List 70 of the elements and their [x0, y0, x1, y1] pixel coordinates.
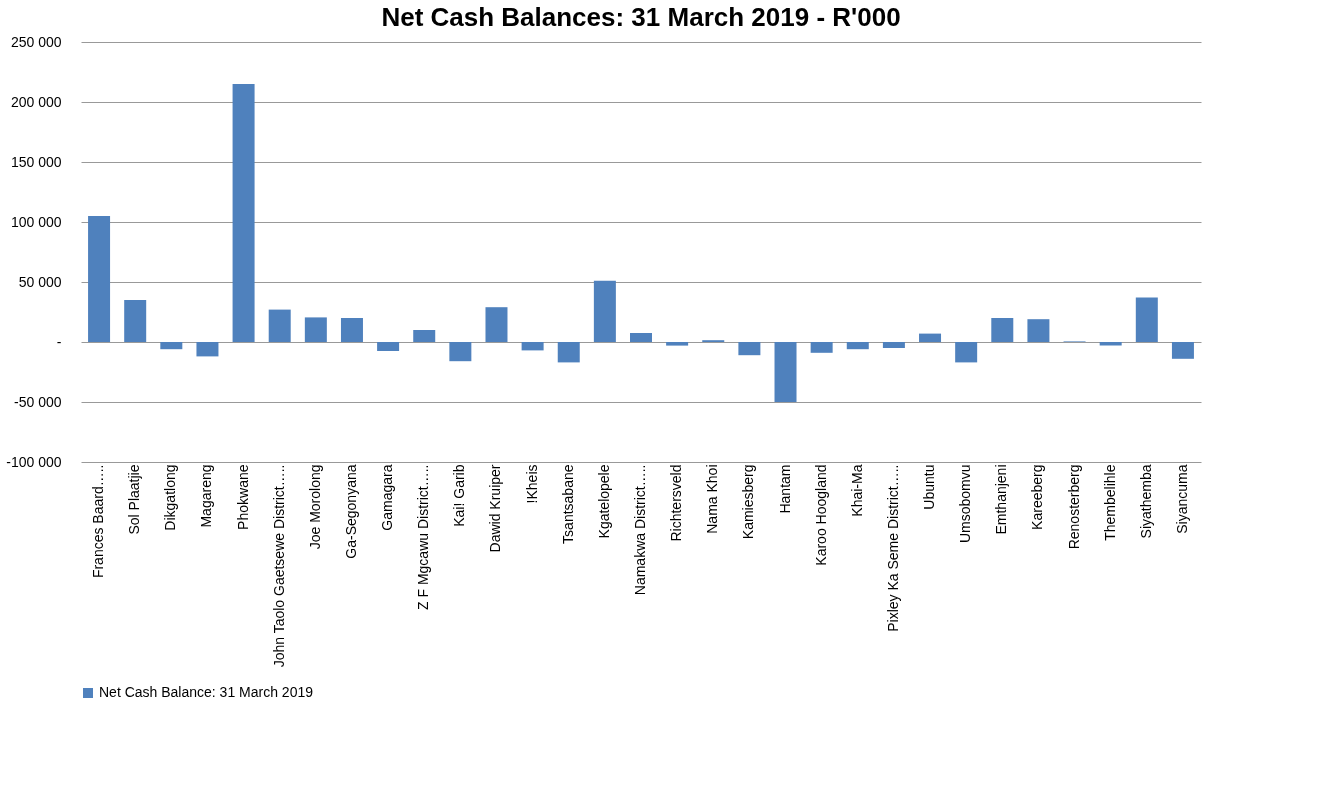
y-tick-label: 150 000 — [10, 153, 62, 170]
x-tick-label: !Kheis — [523, 464, 540, 504]
x-tick-label: Dawid Kruiper — [487, 464, 504, 553]
y-tick-label: 50 000 — [18, 273, 62, 290]
bar — [88, 216, 111, 342]
x-tick-label: Gamagara — [379, 464, 396, 531]
x-tick-label: Frances Baard….. — [90, 464, 107, 579]
bar — [449, 342, 472, 362]
y-tick-label: 100 000 — [10, 213, 62, 230]
x-tick-label: Khai-Ma — [848, 464, 865, 517]
x-tick-label: Dikgatlong — [162, 464, 179, 531]
x-tick-label: Joe Morolong — [306, 464, 323, 550]
bar — [124, 300, 147, 342]
bar — [340, 318, 363, 342]
bar — [666, 342, 689, 346]
x-tick-label: Phokwane — [234, 464, 251, 530]
y-tick-label: - — [56, 333, 62, 350]
bar — [882, 342, 905, 348]
bar — [846, 342, 869, 350]
x-tick-label: Umsobomvu — [957, 464, 974, 544]
x-tick-label: Tsantsabane — [559, 464, 576, 544]
x-tick-label: Karoo Hoogland — [812, 464, 829, 566]
x-tick-label: Richtersveld — [668, 464, 685, 542]
x-tick-label: Sol Plaatjie — [126, 464, 143, 535]
x-tick-label: Kai! Garib — [451, 464, 468, 527]
bar — [268, 309, 291, 342]
x-tick-label: Hantam — [776, 464, 793, 514]
bar — [557, 342, 580, 363]
bar — [810, 342, 833, 353]
bar — [1171, 342, 1194, 359]
x-tick-label: Emthanjeni — [993, 464, 1010, 535]
bar — [738, 342, 761, 356]
legend-label: Net Cash Balance: 31 March 2019 — [99, 684, 314, 700]
bar — [232, 84, 255, 342]
x-tick-label: Siyancuma — [1173, 464, 1190, 534]
y-tick-label: -100 000 — [6, 453, 62, 470]
x-tick-label: Kareeberg — [1029, 464, 1046, 530]
y-tick-label: -50 000 — [14, 393, 62, 410]
x-tick-label: Namakwa District….. — [632, 464, 648, 596]
x-tick-label: Pixley Ka Seme District….. — [884, 464, 901, 632]
x-tick-label: Ga-Segonyana — [342, 464, 359, 559]
bar — [485, 307, 508, 342]
x-tick-label: Ubuntu — [921, 464, 938, 510]
x-tick-label: Kamiesberg — [740, 464, 757, 540]
bar — [919, 333, 942, 342]
bar — [630, 333, 652, 342]
bar — [160, 342, 183, 350]
bar — [593, 280, 616, 342]
bar — [521, 342, 544, 351]
bar — [955, 342, 978, 363]
bar — [196, 342, 219, 357]
y-tick-label: 250 000 — [10, 33, 62, 50]
x-tick-label: Renosterberg — [1065, 464, 1082, 550]
x-tick-label: Siyathemba — [1137, 464, 1154, 539]
bar — [1027, 319, 1050, 342]
bar — [774, 342, 797, 402]
bar — [413, 330, 436, 342]
x-tick-label: John Taolo Gaetsewe District….. — [270, 464, 287, 668]
x-tick-label: Nama Khoi — [704, 464, 721, 534]
bar — [304, 317, 327, 342]
bar — [1099, 342, 1122, 346]
x-tick-label: Thembelihle — [1101, 464, 1118, 541]
x-tick-label: Kgatelopele — [595, 464, 612, 539]
chart-title: Net Cash Balances: 31 March 2019 - R'000 — [381, 2, 901, 32]
x-tick-label: Magareng — [198, 464, 215, 528]
bar — [991, 318, 1014, 342]
y-tick-label: 200 000 — [10, 93, 62, 110]
bar — [377, 342, 400, 351]
x-tick-label: Z F Mgcawu District….. — [415, 464, 432, 610]
bar — [1135, 297, 1158, 342]
